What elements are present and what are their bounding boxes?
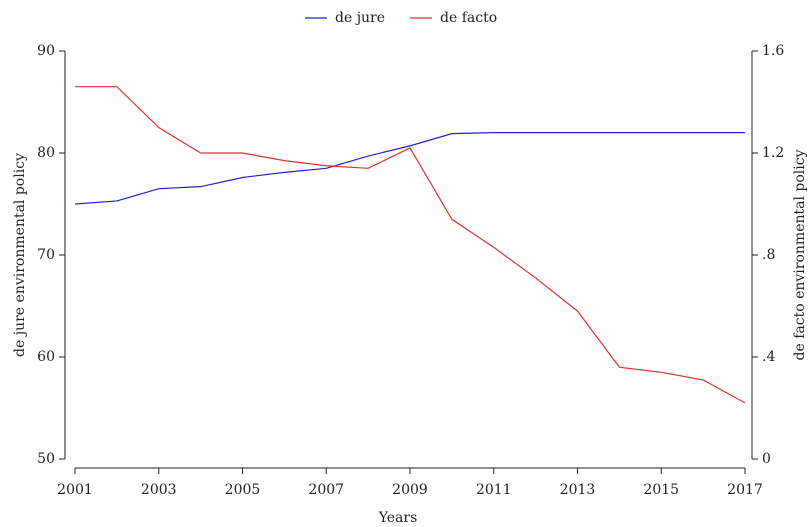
y-tick-label: 50: [37, 451, 55, 467]
legend-label: de jure: [335, 10, 385, 26]
y2-tick-label: .8: [762, 247, 775, 263]
x-tick-label: 2015: [643, 482, 679, 498]
y2-tick-label: 0: [762, 451, 771, 467]
x-tick-label: 2007: [308, 482, 344, 498]
y-tick-label: 70: [37, 247, 55, 263]
line-series: [75, 86, 746, 404]
x-tick-label: 2011: [476, 482, 512, 498]
x-tick-label: 2001: [57, 482, 93, 498]
y2-tick-label: .4: [762, 349, 775, 365]
y-axis-label: de jure environmental policy: [12, 153, 28, 357]
x-tick-label: 2003: [141, 482, 177, 498]
line-series: [74, 132, 745, 205]
y2-tick-label: 1.6: [762, 43, 784, 59]
x-tick-label: 2005: [225, 482, 261, 498]
y2-tick-label: 1.2: [762, 145, 784, 161]
y-tick-label: 90: [37, 43, 55, 59]
legend-label: de facto: [440, 10, 497, 26]
x-tick-label: 2013: [560, 482, 596, 498]
x-axis-label: Years: [378, 510, 418, 526]
y-tick-label: 60: [37, 349, 55, 365]
x-tick-label: 2009: [392, 482, 428, 498]
x-tick-label: 2017: [727, 482, 763, 498]
y-tick-label: 80: [37, 145, 55, 161]
y2-axis-label: de facto environmental policy: [792, 149, 808, 360]
